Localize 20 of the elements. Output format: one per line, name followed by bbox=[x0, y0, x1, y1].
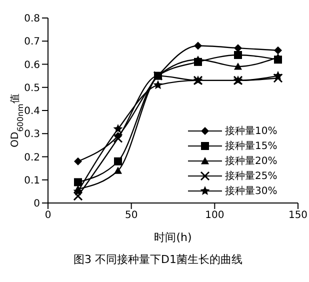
legend-label: 接种量10% bbox=[225, 124, 278, 138]
text: 图3 不同接种量下D1菌生长的曲线 bbox=[72, 252, 244, 267]
y-tick-label: 0.4 bbox=[24, 106, 40, 118]
x-tick-label: 150 bbox=[288, 210, 308, 222]
y-tick-label: 0.5 bbox=[24, 82, 40, 94]
legend-label: 接种量15% bbox=[225, 140, 278, 152]
x-tick-label: 0 bbox=[44, 210, 52, 222]
y-tick-label: 0.3 bbox=[24, 129, 40, 140]
legend-label: 接种量20% bbox=[225, 154, 278, 168]
legend-label: 接种量30% bbox=[225, 184, 278, 198]
y-tick-label: 0.7 bbox=[24, 36, 40, 48]
y-tick-label: 0.1 bbox=[24, 175, 40, 186]
y-tick-label: 0.8 bbox=[24, 14, 40, 25]
x-tick-label: 100 bbox=[205, 210, 224, 222]
y-tick-label: 0 bbox=[34, 198, 40, 210]
legend-label: 接种量25% bbox=[225, 170, 278, 182]
x-axis-title: 时间(h) bbox=[154, 231, 192, 244]
y-tick-label: 0.2 bbox=[24, 152, 40, 164]
x-tick-label: 50 bbox=[124, 210, 138, 222]
y-tick-label: 0.6 bbox=[24, 60, 40, 71]
